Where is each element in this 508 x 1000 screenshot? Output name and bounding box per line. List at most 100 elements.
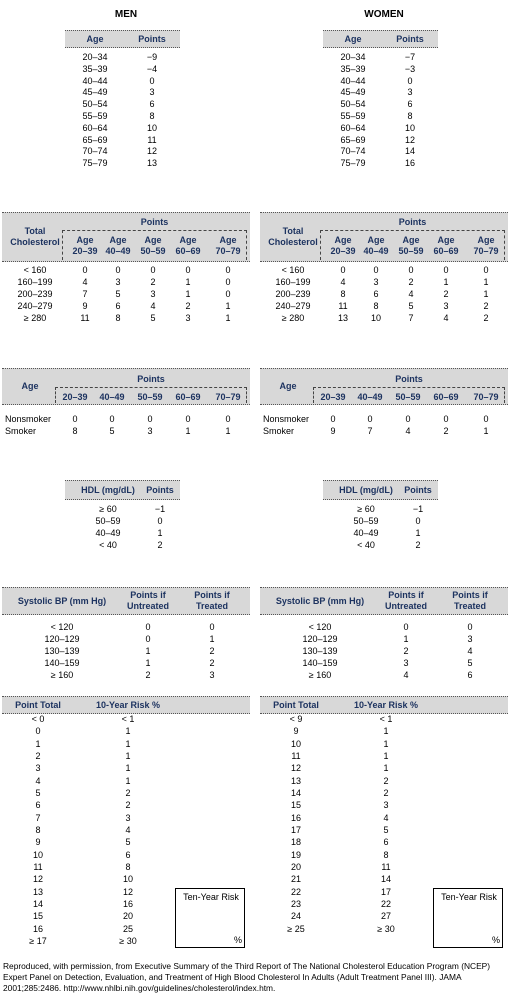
table-cell: 160–199 (17, 277, 53, 287)
table-cell: 17 (380, 886, 391, 897)
column-header: Age (279, 381, 297, 391)
table-cell: 130–139 (302, 646, 338, 656)
table-cell: 2 (35, 750, 41, 761)
table-cell: 0 (185, 414, 191, 424)
table-cell: ≥ 160 (50, 670, 74, 680)
table-cell: 40–44 (340, 75, 366, 86)
table-cell: ≥ 60 (357, 504, 375, 514)
table-cell: 1 (157, 528, 163, 538)
table-cell: 13 (290, 775, 301, 786)
column-header: HDL (mg/dL) (81, 484, 135, 495)
table-cell: 5 (125, 837, 131, 848)
table-cell: 0 (35, 726, 41, 737)
table-cell: 2 (403, 646, 409, 656)
table-cell: 1 (125, 738, 131, 749)
table-cell: 45–49 (82, 87, 108, 98)
table-cell: ≥ 280 (23, 313, 47, 323)
table-cell: 55–59 (340, 111, 366, 121)
table-cell: < 120 (308, 622, 332, 632)
table-cell: 6 (125, 849, 131, 860)
column-header: Points (396, 33, 424, 44)
table-cell: < 1 (379, 714, 393, 724)
table-cell: 120–129 (302, 634, 338, 644)
table-cell: 1 (125, 750, 131, 761)
table-cell: 7 (35, 812, 41, 823)
table-cell: Smoker (5, 426, 37, 436)
table-cell: 140–159 (302, 658, 338, 668)
table-cell: 8 (373, 301, 379, 311)
table-cell: 3 (147, 426, 153, 436)
table-cell: Smoker (263, 426, 295, 436)
table-cell: ≥ 280 (281, 313, 305, 323)
table-cell: 4 (383, 812, 389, 823)
table-cell: 50–59 (353, 516, 379, 526)
table-cell: 2 (383, 775, 389, 786)
table-cell: 8 (125, 861, 131, 872)
table-cell: 70–74 (340, 146, 366, 157)
table-cell: 0 (415, 516, 421, 526)
table-cell: 11 (80, 313, 90, 323)
table-cell: 15 (290, 800, 301, 811)
table-cell: 0 (147, 414, 153, 424)
table-cell: 3 (149, 87, 155, 98)
table-cell: 140–159 (44, 658, 80, 668)
column-header: 60–69 (175, 391, 201, 402)
header-bar (260, 212, 508, 262)
column-header: 10-Year Risk % (353, 699, 419, 710)
column-header: 70–79 (215, 391, 241, 402)
table-cell: 10 (370, 313, 381, 323)
table-cell: 7 (367, 426, 373, 436)
table-cell: −1 (412, 504, 424, 514)
table-cell: 5 (109, 426, 115, 436)
table-cell: 0 (373, 265, 379, 275)
table-cell: 5 (408, 301, 414, 311)
group-header: Points (137, 374, 165, 384)
column-header: Points if Treated (452, 590, 488, 611)
table-cell: Nonsmoker (5, 414, 52, 424)
table-cell: 0 (209, 622, 215, 632)
table-cell: 3 (115, 277, 121, 287)
table-cell: 2 (415, 540, 421, 550)
table-cell: 0 (483, 414, 489, 424)
table-cell: 8 (115, 313, 121, 323)
table-cell: 3 (150, 289, 156, 299)
table-cell: 2 (483, 313, 489, 323)
table-cell: 2 (383, 787, 389, 798)
column-header: Points (404, 484, 432, 495)
risk-box (433, 888, 503, 948)
table-cell: 6 (373, 289, 379, 299)
table-cell: 21 (290, 874, 301, 885)
table-cell: 1 (443, 277, 449, 287)
table-cell: 8 (35, 824, 41, 835)
risk-box-title: Ten-Year Risk (183, 892, 239, 902)
header-bar (323, 30, 438, 48)
table-cell: 65–69 (340, 134, 366, 145)
table-cell: 17 (290, 824, 301, 835)
table-cell: 0 (403, 622, 409, 632)
table-cell: < 120 (50, 622, 74, 632)
table-cell: < 1 (121, 714, 135, 724)
header-bar (260, 368, 508, 405)
table-cell: 2 (483, 301, 489, 311)
table-cell: 1 (415, 528, 421, 538)
table-cell: 0 (225, 414, 231, 424)
column-header: Point Total (15, 699, 61, 710)
table-cell: 12 (404, 134, 415, 145)
table-cell: 13 (337, 313, 348, 323)
header-bar (65, 30, 180, 48)
table-cell: 10 (32, 849, 43, 860)
table-cell: Nonsmoker (263, 414, 310, 424)
table-cell: 20 (290, 861, 301, 872)
group-bracket (320, 230, 505, 260)
table-cell: 8 (407, 111, 413, 121)
table-cell: 0 (407, 75, 413, 86)
table-cell: 4 (403, 670, 409, 680)
group-header: Points (395, 374, 423, 384)
table-cell: 3 (443, 301, 449, 311)
table-cell: 0 (225, 277, 231, 287)
table-cell: 200–239 (17, 289, 53, 299)
table-cell: 50–54 (340, 99, 366, 110)
table-cell: 8 (340, 289, 346, 299)
column-header: 20–39 (320, 391, 346, 402)
table-cell: 35–39 (82, 63, 108, 74)
